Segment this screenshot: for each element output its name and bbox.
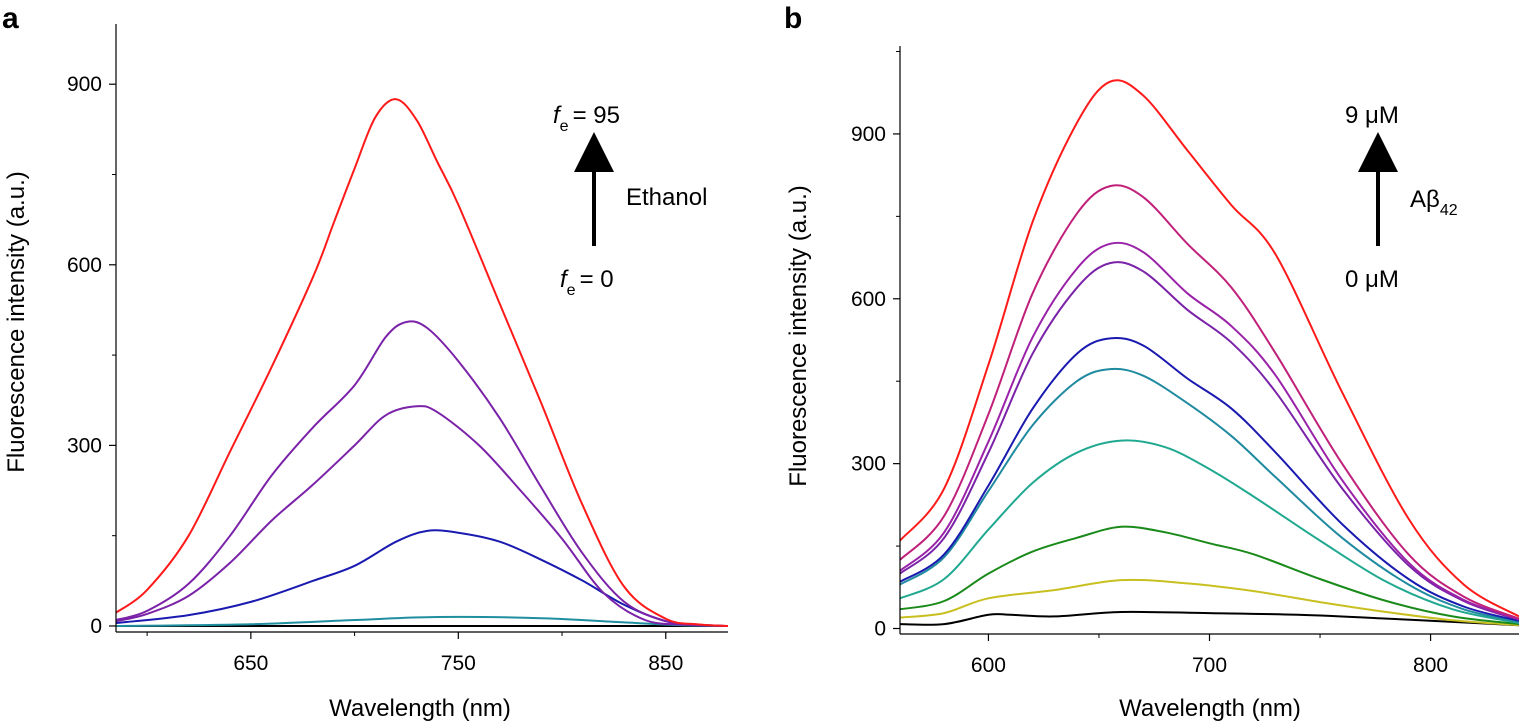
annotation-fe-bottom: fe = 0 [560, 266, 614, 299]
panel-b-plot-area [899, 79, 1519, 627]
panel-a: a 0 300 600 900 650 750 850 Wavelength (nm) Fl… [2, 2, 729, 722]
y-tick-label: 300 [67, 434, 102, 457]
y-tick-label: 0 [90, 615, 102, 638]
series-line-a-5 [115, 98, 729, 627]
y-tick-label: 900 [67, 73, 102, 96]
series-line-a-1 [115, 615, 729, 627]
series-line-b-1 [899, 578, 1519, 627]
annotation-conc-bottom: 0 μM [1345, 266, 1399, 293]
panel-a-letter: a [2, 2, 19, 35]
annotation-fe-top: fe = 95 [553, 102, 620, 135]
panel-b-annotation: 9 μM Aβ42 0 μM [1345, 102, 1458, 293]
series-line-b-6 [899, 261, 1519, 621]
y-tick-label: 0 [874, 618, 886, 641]
x-tick-label: 700 [1192, 654, 1227, 677]
panel-a-annotation: fe = 95 Ethanol fe = 0 [553, 102, 707, 299]
panel-b-x-axis-title: Wavelength (nm) [1119, 695, 1301, 722]
y-tick-label: 600 [851, 288, 886, 311]
annotation-ethanol-label: Ethanol [626, 184, 707, 211]
annotation-abeta-label: Aβ42 [1410, 186, 1458, 219]
x-tick-label: 850 [648, 652, 683, 675]
panel-b: b 0 300 600 900 600 700 800 Wavelength (nm) Fl… [784, 2, 1519, 722]
series-line-b-8 [899, 184, 1519, 620]
annotation-conc-top: 9 μM [1345, 102, 1399, 129]
series-line-a-3 [115, 405, 729, 627]
x-tick-label: 650 [233, 652, 268, 675]
panel-a-x-axis-title: Wavelength (nm) [329, 695, 511, 722]
panel-a-plot-area [115, 98, 729, 628]
panel-b-y-axis-title: Fluorescence intensity (a.u.) [785, 185, 812, 486]
y-tick-label: 900 [851, 123, 886, 146]
x-tick-label: 600 [971, 654, 1006, 677]
panel-a-y-axis-title: Fluorescence intensity (a.u.) [3, 171, 30, 472]
series-line-b-4 [899, 367, 1519, 623]
series-line-b-2 [899, 525, 1519, 626]
x-tick-label: 750 [441, 652, 476, 675]
panel-b-letter: b [784, 2, 802, 35]
series-line-b-5 [899, 336, 1519, 622]
x-tick-label: 800 [1413, 654, 1448, 677]
series-line-a-4 [115, 320, 729, 627]
y-tick-label: 300 [851, 453, 886, 476]
panel-a-axes: 0 300 600 900 650 750 850 [67, 24, 728, 675]
panel-b-axes: 0 300 600 900 600 700 800 [851, 46, 1519, 677]
series-line-b-3 [899, 439, 1519, 624]
series-line-b-7 [899, 241, 1519, 621]
series-line-b-9 [899, 79, 1519, 618]
series-line-a-2 [115, 529, 729, 627]
y-tick-label: 600 [67, 254, 102, 277]
series-line-b-0 [899, 610, 1519, 627]
